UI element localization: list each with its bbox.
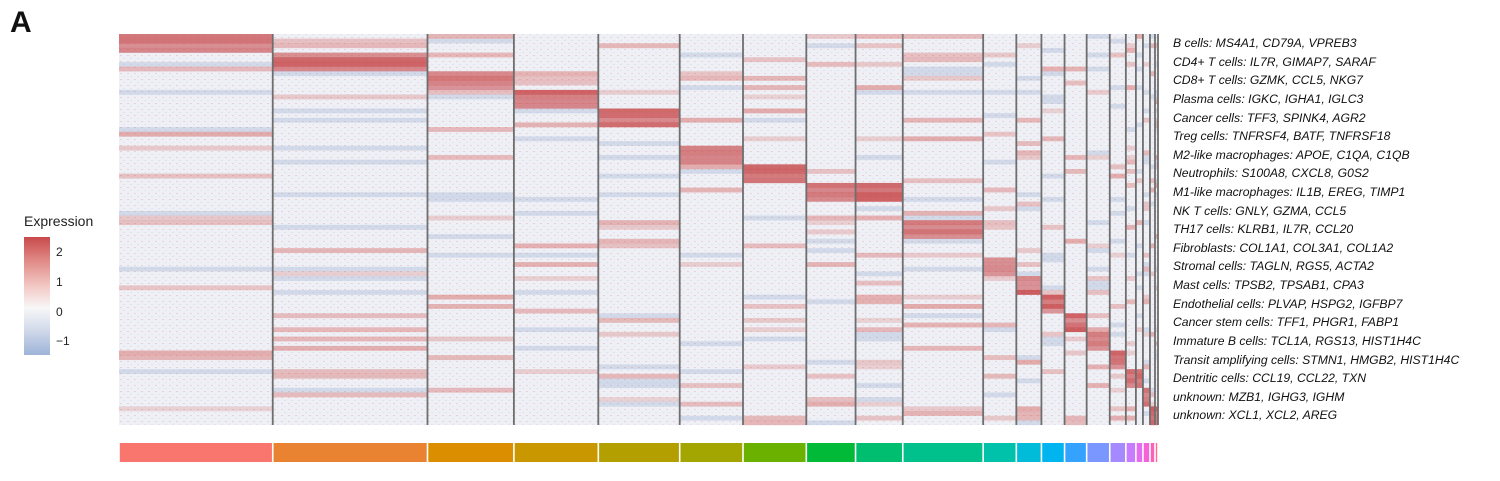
legend-tick: 1 [56, 275, 63, 289]
cluster-bar-segment-17 [1126, 443, 1136, 462]
cluster-bar-segment-20 [1150, 443, 1155, 462]
cluster-bar-segment-13 [1042, 443, 1064, 462]
cluster-bar-segment-5 [599, 443, 679, 462]
cluster-annotation-bar [119, 443, 1158, 462]
row-label: Dentritic cells: CCL19, CCL22, TXN [1173, 371, 1367, 386]
row-label: M1-like macrophages: IL1B, EREG, TIMP1 [1173, 185, 1406, 199]
row-label: Cancer stem cells: TFF1, PHGR1, FABP1 [1173, 315, 1399, 330]
legend-tick: −1 [56, 334, 70, 348]
legend-title: Expression [24, 213, 94, 229]
cluster-bar-segment-15 [1087, 443, 1109, 462]
row-label: Immature B cells: TCL1A, RGS13, HIST1H4C [1173, 333, 1421, 348]
legend-colorbar [24, 237, 50, 355]
row-label: Transit amplifying cells: STMN1, HMGB2, … [1173, 352, 1460, 367]
cluster-bar-segment-8 [807, 443, 855, 462]
cluster-bar-segment-16 [1110, 443, 1126, 462]
row-label: Endothelial cells: PLVAP, HSPG2, IGFBP7 [1173, 296, 1403, 311]
cluster-bar-segment-9 [856, 443, 902, 462]
cluster-bar-segment-12 [1017, 443, 1041, 462]
cluster-bar-segment-7 [743, 443, 806, 462]
row-label: CD4+ T cells: IL7R, GIMAP7, SARAF [1173, 54, 1376, 69]
heatmap-cells [119, 34, 1158, 426]
expression-legend: Expression 2 1 0 −1 [24, 213, 114, 355]
row-label: CD8+ T cells: GZMK, CCL5, NKG7 [1173, 73, 1363, 88]
row-label: Mast cells: TPSB2, TPSAB1, CPA3 [1173, 278, 1364, 292]
row-label: M2-like macrophages: APOE, C1QA, C1QB [1173, 147, 1410, 162]
row-label: NK T cells: GNLY, GZMA, CCL5 [1173, 203, 1347, 218]
row-label: Treg cells: TNFRSF4, BATF, TNFRSF18 [1173, 129, 1391, 144]
cluster-bar-segment-21 [1155, 443, 1158, 462]
cluster-bar-segment-2 [273, 443, 427, 462]
row-label: unknown: MZB1, IGHG3, IGHM [1173, 389, 1345, 404]
cluster-bar-segment-10 [903, 443, 983, 462]
cluster-bar-segment-1 [119, 443, 272, 462]
row-label: unknown: XCL1, XCL2, AREG [1173, 408, 1338, 423]
row-label: Fibroblasts: COL1A1, COL3A1, COL1A2 [1173, 240, 1394, 255]
legend-tick: 2 [56, 245, 63, 259]
row-label: TH17 cells: KLRB1, IL7R, CCL20 [1173, 222, 1354, 237]
row-label: Cancer cells: TFF3, SPINK4, AGR2 [1173, 110, 1366, 125]
row-label: Plasma cells: IGKC, IGHA1, IGLC3 [1173, 91, 1364, 106]
cluster-separators [271, 34, 1159, 425]
row-label: B cells: MS4A1, CD79A, VPREB3 [1173, 36, 1357, 50]
cluster-bar-segment-6 [680, 443, 743, 462]
cluster-bar-segment-4 [514, 443, 598, 462]
row-label: Neutrophils: S100A8, CXCL8, G0S2 [1173, 166, 1369, 181]
panel-letter: A [10, 6, 32, 39]
cluster-bar-segment-14 [1065, 443, 1086, 462]
row-label: Stromal cells: TAGLN, RGS5, ACTA2 [1173, 259, 1374, 274]
cluster-bar-segment-19 [1143, 443, 1150, 462]
cluster-bar-segment-11 [983, 443, 1016, 462]
cluster-bar-segment-18 [1136, 443, 1143, 462]
cluster-bar-segment-3 [428, 443, 514, 462]
legend-tick: 0 [56, 305, 63, 319]
heatmap-texture [119, 34, 1158, 425]
